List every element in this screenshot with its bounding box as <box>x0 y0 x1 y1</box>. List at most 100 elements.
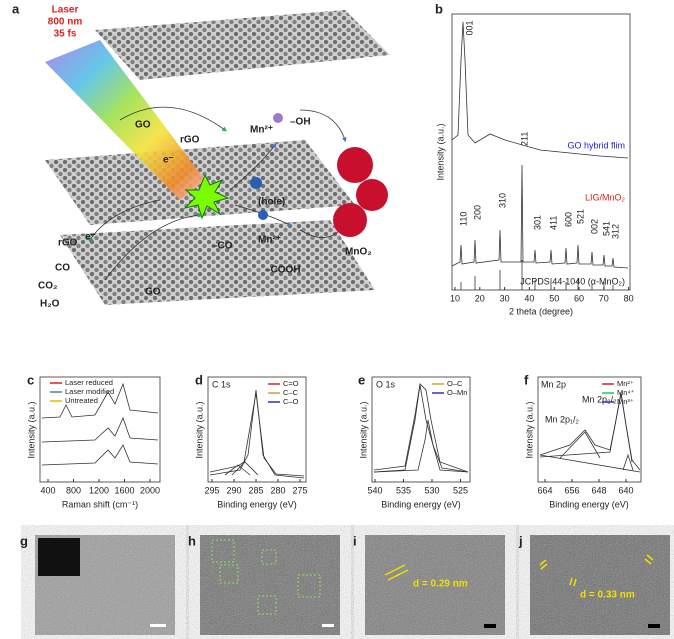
spacing-label: d = 0.33 nm <box>580 590 635 601</box>
y-label: Intensity (a.u.) <box>358 401 368 458</box>
label: Mn²⁺ <box>250 125 273 136</box>
curve <box>209 392 305 477</box>
panel-e: e O 1s Intensity (a.u.) Binding energy (… <box>358 372 471 509</box>
panel-b: b Intensity (a.u.) 2 theta (degree) 001 … <box>435 1 631 316</box>
micrographs: g h i j d = 0.29 nm d = 0.33 nm <box>20 533 670 635</box>
x-tick-label: 70 <box>599 293 609 303</box>
x-tick-label: 40 <box>524 293 534 303</box>
blue-arrow <box>229 143 277 191</box>
peak-label: 211 <box>519 132 529 146</box>
panel-title: Mn 2p <box>541 379 566 389</box>
x-tick-label: 530 <box>424 485 439 495</box>
x-tick-label: 30 <box>500 293 510 303</box>
mn-ion <box>273 113 283 123</box>
curve <box>539 393 633 463</box>
panel-letter: e <box>358 372 365 387</box>
panel-letter: d <box>195 372 203 387</box>
label: rGO <box>180 135 200 146</box>
legend-label: C–O <box>283 397 299 406</box>
legend-label: C=O <box>283 379 299 388</box>
panel-letter: b <box>435 1 443 16</box>
peak-label: Mn 2p₁/₂ <box>545 414 580 424</box>
peak-label: 301 <box>532 215 542 230</box>
curve <box>41 382 159 419</box>
label: CO <box>55 263 70 274</box>
panel-letter: f <box>524 372 529 387</box>
curve <box>41 444 159 466</box>
curve <box>224 464 251 476</box>
panel-letter: g <box>20 533 28 548</box>
blue-arrow <box>299 109 347 143</box>
box <box>261 549 277 565</box>
legend-label: Mn²⁺ <box>617 379 634 388</box>
burst <box>183 173 230 220</box>
spacing-label: d = 0.29 nm <box>413 579 468 590</box>
y-label: Intensity (a.u.) <box>435 123 445 180</box>
scale-bar <box>648 624 660 628</box>
y-label: Intensity (a.u.) <box>194 401 204 458</box>
panel-letter: h <box>188 533 196 548</box>
curve <box>559 431 601 459</box>
peak-label: 312 <box>610 224 620 239</box>
cluster <box>337 147 373 183</box>
series-label: JCPDS 44-1040 (α-MnO₂) <box>520 276 625 286</box>
peak-label: Mn 2p₃/₂ <box>582 394 617 404</box>
label: Laser <box>52 5 79 16</box>
hole-dot <box>250 177 262 189</box>
cluster <box>356 179 388 211</box>
x-tick-label: 2000 <box>140 485 160 495</box>
scale-bar <box>322 624 334 627</box>
peak-label: 002 <box>589 219 599 234</box>
curve <box>373 419 469 473</box>
x-tick-label: 50 <box>549 293 559 303</box>
x-tick-label: 80 <box>624 293 634 303</box>
label: –COOH <box>265 265 301 276</box>
curve <box>451 21 629 159</box>
label: H₂O <box>40 299 60 310</box>
x-tick-label: 656 <box>564 485 579 495</box>
panel-letter: c <box>27 372 34 387</box>
x-label: Binding energy (eV) <box>549 499 629 509</box>
box <box>297 574 321 598</box>
y-label: Intensity (a.u.) <box>524 401 534 458</box>
peak-label: 521 <box>575 209 585 224</box>
legend-label: Mn³⁺ <box>617 397 634 406</box>
fringe-marker <box>539 554 654 587</box>
box <box>219 564 239 584</box>
legend-label: Laser modified <box>65 387 114 396</box>
y-label: Intensity (a.u.) <box>26 401 36 458</box>
label: (hole) <box>258 197 285 208</box>
curve <box>451 164 629 269</box>
peak-label: 541 <box>601 221 611 236</box>
x-label: Binding energy (eV) <box>217 499 297 509</box>
peak-label: 110 <box>458 212 468 226</box>
scale-bar <box>150 624 166 627</box>
x-tick-label: 525 <box>453 485 468 495</box>
x-tick-label: 20 <box>475 293 485 303</box>
label: CO₂ <box>38 281 57 292</box>
reference-lines <box>460 260 614 290</box>
x-label: 2 theta (degree) <box>509 306 573 316</box>
panel-c: c Intensity (a.u.) Raman shift (cm⁻¹) <box>26 372 161 509</box>
x-tick-label: 280 <box>270 485 285 495</box>
legend-label: O–C <box>447 379 463 388</box>
curve <box>373 383 469 473</box>
image-noise <box>200 535 340 635</box>
green-arrow <box>88 199 161 242</box>
x-tick-label: 275 <box>292 485 307 495</box>
panel-f: f Mn 2p Intensity (a.u.) Binding energy … <box>524 372 642 509</box>
x-tick-label: 535 <box>396 485 411 495</box>
x-tick-label: 400 <box>40 485 55 495</box>
label: 800 nm <box>48 17 83 28</box>
peak-label: 411 <box>548 216 558 230</box>
x-tick-label: 290 <box>226 485 241 495</box>
series-label: GO hybrid flim <box>567 140 625 150</box>
plot-frame <box>371 376 471 483</box>
baseline <box>539 454 641 473</box>
curve <box>209 389 305 479</box>
label: 35 fs <box>54 29 77 40</box>
label: Mn²⁺ <box>258 235 281 246</box>
legend-label: C–C <box>283 388 299 397</box>
inset <box>38 538 80 576</box>
fringe-marker <box>384 564 409 581</box>
